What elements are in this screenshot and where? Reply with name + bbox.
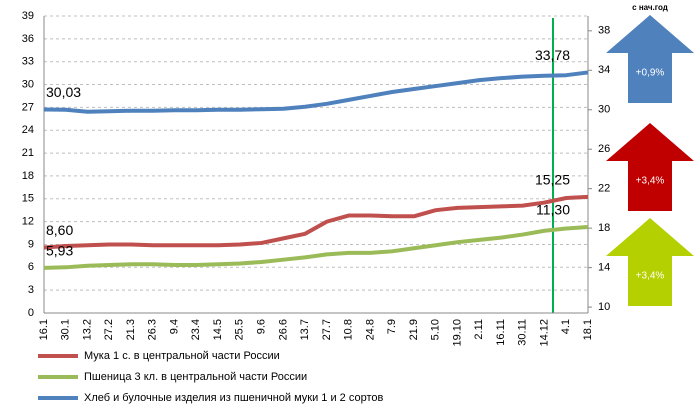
y-tick-label: 39 bbox=[22, 10, 34, 22]
x-tick-label: 9.4 bbox=[168, 319, 180, 334]
x-tick-label: 10.8 bbox=[343, 319, 355, 340]
x-tick-label: 16.11 bbox=[495, 319, 507, 346]
change-label: +3,4% bbox=[636, 176, 665, 187]
value-label: 30,03 bbox=[46, 84, 81, 100]
x-tick-label: 4.1 bbox=[560, 319, 572, 334]
x-tick-label: 18.1 bbox=[582, 319, 594, 340]
y-tick-label: 36 bbox=[22, 33, 34, 45]
x-tick-label: 16.1 bbox=[38, 319, 50, 340]
x-tick-label: 7.9 bbox=[386, 319, 398, 334]
x-tick-label: 26.3 bbox=[147, 319, 159, 340]
y-tick-label: 24 bbox=[22, 124, 34, 136]
change-arrow bbox=[606, 218, 694, 306]
x-tick-label: 2.11 bbox=[473, 319, 485, 340]
value-label: 15,25 bbox=[535, 172, 570, 188]
legend-label: Хлеб и булочные изделия из пшеничной мук… bbox=[84, 392, 384, 404]
value-label: 11,30 bbox=[536, 202, 570, 218]
y-tick-label: 3 bbox=[28, 284, 34, 296]
x-tick-label: 13.2 bbox=[81, 319, 93, 340]
change-arrow bbox=[606, 15, 694, 103]
x-tick-label: 30.11 bbox=[517, 319, 529, 346]
y2-tick-label: 38 bbox=[598, 25, 610, 37]
x-tick-label: 26.6 bbox=[277, 319, 289, 340]
x-tick-label: 24.8 bbox=[364, 319, 376, 340]
series-line bbox=[43, 224, 589, 270]
x-tick-label: 19.10 bbox=[451, 319, 463, 347]
change-label: +3,4% bbox=[636, 271, 665, 282]
y2-tick-label: 14 bbox=[598, 262, 610, 274]
y-tick-label: 18 bbox=[22, 170, 34, 182]
y-tick-label: 30 bbox=[22, 78, 34, 90]
x-tick-label: 25.5 bbox=[234, 319, 246, 340]
y-tick-label: 9 bbox=[28, 238, 34, 250]
y2-tick-label: 22 bbox=[598, 183, 610, 195]
y2-tick-label: 10 bbox=[598, 301, 610, 313]
y-tick-label: 27 bbox=[22, 101, 34, 113]
value-label: 8,60 bbox=[46, 222, 73, 238]
legend-label: Мука 1 с. в центральной части России bbox=[84, 350, 280, 362]
x-tick-label: 13.7 bbox=[299, 319, 311, 340]
y-tick-label: 33 bbox=[22, 56, 34, 68]
value-label: 5,93 bbox=[46, 243, 73, 259]
x-tick-label: 14.5 bbox=[212, 319, 224, 340]
y-tick-label: 21 bbox=[22, 147, 34, 159]
side-title: с нач.год bbox=[632, 3, 668, 12]
x-tick-label: 5.10 bbox=[430, 319, 442, 340]
x-tick-label: 30.1 bbox=[60, 319, 72, 340]
y-tick-label: 12 bbox=[22, 216, 34, 228]
y2-tick-label: 18 bbox=[598, 222, 610, 234]
y2-tick-label: 34 bbox=[598, 64, 610, 76]
legend-label: Пшеница 3 кл. в центральной части России bbox=[84, 371, 307, 383]
y-tick-label: 6 bbox=[28, 261, 34, 273]
y-tick-label: 0 bbox=[28, 307, 34, 319]
change-arrow bbox=[606, 123, 694, 211]
x-tick-label: 9.6 bbox=[256, 319, 268, 334]
x-tick-label: 27.2 bbox=[103, 319, 115, 340]
x-tick-label: 14.12 bbox=[538, 319, 550, 347]
x-tick-label: 23.4 bbox=[190, 319, 202, 340]
x-tick-label: 27.7 bbox=[321, 319, 333, 340]
x-tick-label: 21.9 bbox=[408, 319, 420, 340]
value-label: 33,78 bbox=[535, 47, 570, 63]
series-line bbox=[43, 194, 589, 250]
y-tick-label: 15 bbox=[22, 193, 34, 205]
x-tick-label: 21.3 bbox=[125, 319, 137, 340]
series-line bbox=[43, 70, 589, 114]
y2-tick-label: 30 bbox=[598, 104, 610, 116]
change-label: +0,9% bbox=[636, 68, 665, 79]
y2-tick-label: 26 bbox=[598, 143, 610, 155]
